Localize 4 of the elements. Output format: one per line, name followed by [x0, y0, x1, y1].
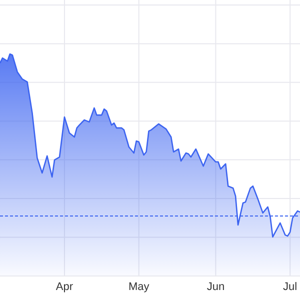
- x-tick-label: Jun: [206, 280, 225, 293]
- x-tick-label: May: [128, 280, 150, 293]
- x-tick-label: Apr: [56, 280, 74, 293]
- x-tick-label: Jul: [283, 280, 298, 293]
